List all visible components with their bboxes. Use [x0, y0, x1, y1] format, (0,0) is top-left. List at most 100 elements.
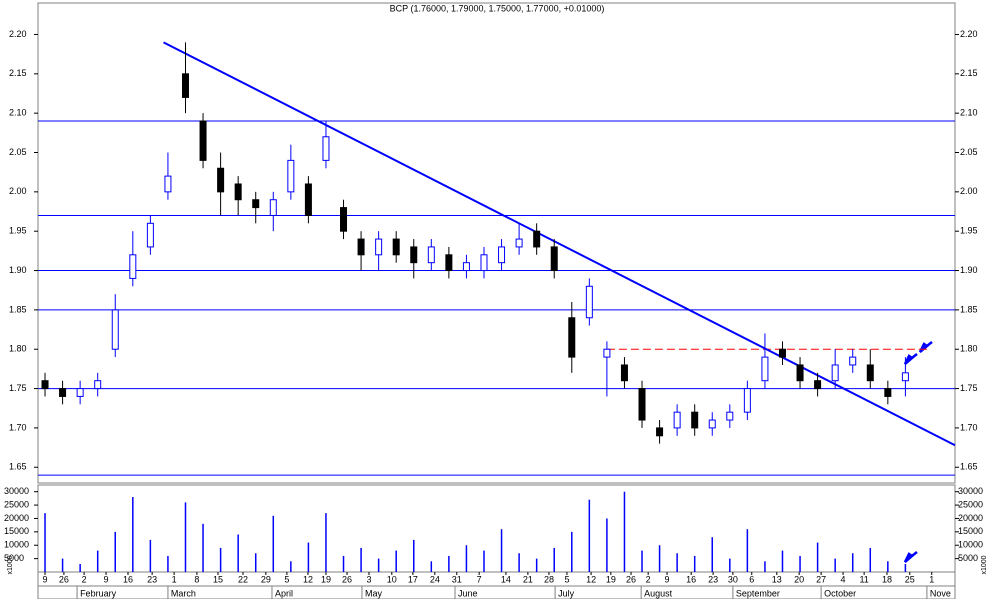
- volume-tick-label: 10000: [4, 540, 29, 550]
- y-tick-label: 2.00: [9, 186, 27, 196]
- month-label: June: [458, 588, 478, 598]
- candle-body: [691, 411, 699, 429]
- month-label: February: [80, 588, 117, 598]
- y-tick-label: 2.20: [9, 29, 27, 39]
- x-tick-label: 26: [59, 574, 69, 584]
- x-tick-label: 1: [929, 574, 934, 584]
- candle-body: [796, 364, 804, 382]
- y-tick-label: 1.75: [9, 383, 27, 393]
- candle-body: [76, 388, 84, 397]
- x-tick-label: 12: [303, 574, 313, 584]
- y-tick-label: 1.80: [960, 344, 978, 354]
- candle-body: [620, 364, 628, 382]
- candle-body: [638, 388, 646, 421]
- candle-body: [568, 317, 576, 358]
- x-tick-label: 26: [342, 574, 352, 584]
- x-tick-label: 24: [430, 574, 440, 584]
- volume-unit: x1000: [981, 555, 988, 574]
- candle-body: [252, 199, 260, 209]
- x-tick-label: 5: [564, 574, 569, 584]
- candle-body: [498, 246, 506, 264]
- x-tick-label: 23: [708, 574, 718, 584]
- y-tick-label: 1.90: [9, 265, 27, 275]
- arrows: [903, 341, 933, 563]
- candle-body: [743, 388, 751, 413]
- candle-body: [357, 238, 365, 256]
- candle-body: [761, 356, 769, 382]
- candle-body: [375, 238, 383, 256]
- y-tick-label: 2.20: [960, 29, 978, 39]
- volume-tick-label: 20000: [4, 513, 29, 523]
- candle-body: [304, 183, 312, 216]
- candle-body: [340, 207, 348, 232]
- candle-body: [427, 246, 435, 264]
- x-tick-label: 22: [238, 574, 248, 584]
- x-tick-label: 31: [452, 574, 462, 584]
- candle-body: [111, 309, 119, 350]
- x-tick-label: 9: [104, 574, 109, 584]
- candle-body: [673, 411, 681, 429]
- x-tick-label: 2: [646, 574, 651, 584]
- y-tick-label: 1.85: [960, 304, 978, 314]
- y-tick-label: 2.05: [9, 147, 27, 157]
- volume-tick-label: 15000: [958, 526, 983, 536]
- candle-body: [269, 199, 277, 216]
- x-tick-label: 4: [841, 574, 846, 584]
- x-tick-label: 15: [213, 574, 223, 584]
- candle-body: [164, 175, 172, 193]
- y-tick-label: 2.05: [960, 147, 978, 157]
- month-label: May: [365, 588, 383, 598]
- candle-body: [884, 388, 892, 397]
- y-tick-label: 1.85: [9, 304, 27, 314]
- candle-body: [392, 238, 400, 256]
- y-tick-label: 2.10: [9, 108, 27, 118]
- x-tick-label: 28: [544, 574, 554, 584]
- candle-body: [866, 364, 874, 382]
- candle-body: [322, 136, 330, 161]
- volume-tick-label: 25000: [4, 499, 29, 509]
- candle-body: [41, 380, 49, 390]
- candle-body: [146, 222, 154, 248]
- y-tick-label: 1.80: [9, 344, 27, 354]
- volume-tick-label: 30000: [958, 486, 983, 496]
- x-tick-label: 9: [43, 574, 48, 584]
- candle-body: [585, 285, 593, 319]
- month-label: July: [558, 588, 575, 598]
- x-tick-label: 17: [408, 574, 418, 584]
- y-tick-label: 1.65: [9, 462, 27, 472]
- candle-body: [550, 246, 558, 272]
- y-tick-label: 2.00: [960, 186, 978, 196]
- x-tick-label: 14: [501, 574, 511, 584]
- x-tick-label: 2: [82, 574, 87, 584]
- volume-tick-label: 30000: [4, 486, 29, 496]
- x-tick-label: 30: [728, 574, 738, 584]
- x-tick-label: 21: [523, 574, 533, 584]
- candle-body: [814, 380, 822, 390]
- x-tick-label: 20: [794, 574, 804, 584]
- volume-tick-label: 10000: [958, 540, 983, 550]
- x-tick-label: 1: [172, 574, 177, 584]
- y-tick-label: 1.95: [9, 226, 27, 236]
- month-label: October: [824, 588, 856, 598]
- candle-body: [726, 411, 734, 421]
- x-tick-label: 8: [194, 574, 199, 584]
- x-tick-label: 27: [816, 574, 826, 584]
- y-tick-label: 1.75: [960, 383, 978, 393]
- x-tick-label: 23: [147, 574, 157, 584]
- chart-title: BCP (1.76000, 1.79000, 1.75000, 1.77000,…: [390, 3, 605, 13]
- y-tick-label: 2.15: [960, 68, 978, 78]
- x-tick-label: 29: [261, 574, 271, 584]
- candle-body: [656, 427, 664, 437]
- x-tick-label: 18: [882, 574, 892, 584]
- x-tick-label: 9: [665, 574, 670, 584]
- y-tick-label: 1.70: [960, 422, 978, 432]
- candle-body: [287, 159, 295, 193]
- candle-body: [831, 364, 839, 382]
- candle-body: [94, 380, 102, 390]
- trend-line: [163, 41, 956, 447]
- y-tick-label: 2.10: [960, 108, 978, 118]
- volume-tick-label: 5000: [958, 553, 978, 563]
- candle-body: [515, 238, 523, 248]
- arrow-head: [903, 354, 915, 365]
